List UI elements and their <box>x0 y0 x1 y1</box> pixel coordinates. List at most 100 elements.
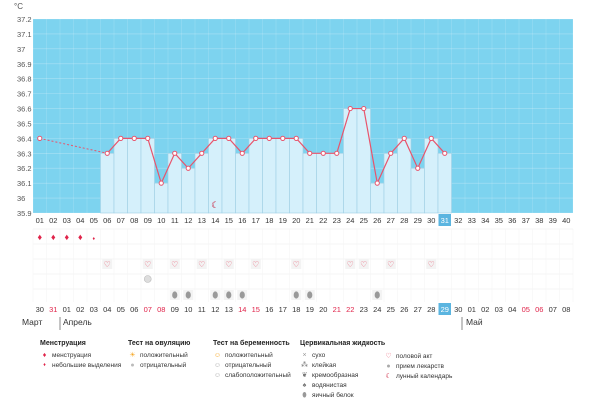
cycle-day-label: 28 <box>400 216 408 225</box>
data-point <box>37 135 43 141</box>
heart-cell <box>223 259 234 269</box>
date-label: 26 <box>400 305 408 314</box>
date-label: 28 <box>427 305 435 314</box>
data-point <box>428 135 434 141</box>
date-highlight <box>438 303 451 315</box>
drop-icon: ♦ <box>78 232 83 242</box>
date-label: 13 <box>225 305 233 314</box>
cycle-day-label: 35 <box>495 216 503 225</box>
cycle-day-label: 13 <box>198 216 206 225</box>
heart-cell <box>358 259 369 269</box>
sun-icon: ☀ <box>129 351 136 359</box>
date-label: 04 <box>508 305 516 314</box>
cross-icon: × <box>302 351 307 359</box>
data-point <box>415 165 421 171</box>
cycle-day-label: 19 <box>279 216 287 225</box>
date-label: 21 <box>333 305 341 314</box>
date-label: 14 <box>238 305 246 314</box>
heart-cell <box>196 259 207 269</box>
y-tick-label: 36.5 <box>17 119 32 128</box>
legend: Менструация ♦ менструация ♦ небольшие выде… <box>0 340 600 417</box>
temp-bar <box>370 182 385 214</box>
temp-bar <box>289 138 304 214</box>
legend-title: Тест на овуляцию <box>128 340 191 347</box>
temp-bar <box>100 153 115 214</box>
legend-pregnancy: Тест на беременность ☺ положительный ☺ отр… <box>213 340 291 380</box>
legend-label: яичный белок <box>312 391 354 399</box>
legend-item: ☀ положительный <box>128 350 190 360</box>
data-point <box>388 150 394 156</box>
data-point <box>293 135 299 141</box>
legend-item: ● прием лекарств <box>384 361 452 371</box>
small-drop-icon: ♦ <box>92 236 95 242</box>
cycle-day-label: 34 <box>481 216 489 225</box>
heart-icon: ♡ <box>360 260 367 269</box>
cycle-day-label: 30 <box>427 216 435 225</box>
weak-face-icon: ☺ <box>213 371 222 379</box>
date-label: 30 <box>36 305 44 314</box>
data-point <box>185 165 191 171</box>
temp-bar <box>275 138 290 214</box>
cycle-day-label: 20 <box>292 216 300 225</box>
egg-white-icon <box>212 291 218 299</box>
data-point <box>226 135 232 141</box>
y-tick-label: 37 <box>17 45 25 54</box>
date-label: 18 <box>292 305 300 314</box>
date-label: 01 <box>63 305 71 314</box>
data-point <box>334 150 340 156</box>
date-label: 29 <box>441 305 449 314</box>
heart-icon: ♡ <box>428 260 435 269</box>
heart-cell <box>169 259 180 269</box>
dashed-series-line <box>39 137 108 154</box>
date-label: 16 <box>265 305 273 314</box>
legend-item: ☺ положительный <box>213 350 291 360</box>
heart-cell <box>426 259 437 269</box>
ovulation-negative-icon <box>143 275 152 283</box>
legend-item: ● отрицательный <box>128 360 190 370</box>
data-point <box>239 150 245 156</box>
date-label: 25 <box>387 305 395 314</box>
heart-cell <box>250 259 261 269</box>
date-label: 01 <box>468 305 476 314</box>
temp-bar <box>383 153 398 214</box>
legend-item: ☺ слабоположительный <box>213 370 291 380</box>
date-label: 06 <box>130 305 138 314</box>
legend-item: ⁂ клейкая <box>300 360 385 370</box>
data-point <box>401 135 407 141</box>
cycle-day-label: 21 <box>306 216 314 225</box>
date-label: 27 <box>414 305 422 314</box>
series-line <box>106 107 446 186</box>
date-label: 31 <box>49 305 57 314</box>
legend-label: положительный <box>140 351 188 359</box>
legend-title: Цервикальная жидкость <box>300 340 386 347</box>
heart-icon: ♡ <box>252 260 259 269</box>
legend-menses: Менструация ♦ менструация ♦ небольшие выде… <box>40 340 121 370</box>
data-point <box>266 135 272 141</box>
cycle-day-label: 29 <box>414 216 422 225</box>
legend-label: отрицательный <box>140 361 187 369</box>
heart-icon: ♡ <box>171 260 178 269</box>
heart-cell <box>345 259 356 269</box>
cycle-day-label: 09 <box>144 216 152 225</box>
heart-icon: ♡ <box>385 352 392 360</box>
date-label: 17 <box>279 305 287 314</box>
drop-icon: ♦ <box>51 232 56 242</box>
legend-label: небольшие выделения <box>52 361 122 369</box>
heart-cell <box>291 259 302 269</box>
y-tick-label: 36.9 <box>17 60 32 69</box>
cycle-day-label: 04 <box>76 216 84 225</box>
data-point <box>199 150 205 156</box>
cycle-day-label: 02 <box>49 216 57 225</box>
watery-icon: ♠ <box>302 381 307 389</box>
data-point <box>131 135 137 141</box>
egg-white-icon <box>185 291 191 299</box>
neutral-face-icon: ☺ <box>213 361 222 369</box>
cycle-day-label: 22 <box>319 216 327 225</box>
legend-label: водянистая <box>312 381 347 389</box>
temp-bar <box>127 138 142 214</box>
egg-white-icon: ⬮ <box>302 391 307 399</box>
heart-cell <box>385 259 396 269</box>
legend-item: ♦ менструация <box>40 350 121 360</box>
heart-icon: ♡ <box>387 260 394 269</box>
legend-label: клейкая <box>312 361 337 369</box>
